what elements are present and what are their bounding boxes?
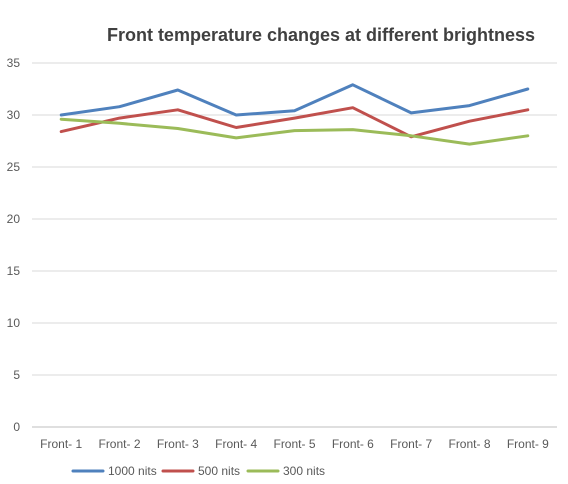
x-tick-label: Front- 9 [507,437,549,451]
x-axis-ticks: Front- 1 Front- 2 Front- 3 Front- 4 Front- 5… [40,437,549,451]
x-tick-label: Front- 4 [215,437,257,451]
series-line-2 [59,106,530,139]
x-tick-label: Front- 5 [273,437,315,451]
y-tick-label: 30 [7,108,21,122]
y-tick-label: 10 [7,316,21,330]
x-tick-label: Front- 6 [332,437,374,451]
y-tick-label: 15 [7,264,21,278]
gridlines [32,62,557,428]
chart-title: Front temperature changes at different b… [107,25,535,45]
legend-label: 300 nits [283,464,325,478]
legend-label: 1000 nits [108,464,157,478]
legend: 1000 nits 500 nits 300 nits [71,464,325,478]
x-tick-label: Front- 3 [157,437,199,451]
x-tick-label: Front- 7 [390,437,432,451]
series-lines [59,83,530,146]
y-tick-label: 25 [7,160,21,174]
y-axis-ticks: 0 5 10 15 20 25 30 35 [7,56,21,434]
y-tick-label: 0 [13,420,20,434]
y-tick-label: 5 [13,368,20,382]
y-tick-label: 20 [7,212,21,226]
x-tick-label: Front- 2 [98,437,140,451]
x-tick-label: Front- 8 [448,437,490,451]
y-tick-label: 35 [7,56,21,70]
series-line-1 [59,83,530,117]
x-tick-label: Front- 1 [40,437,82,451]
legend-label: 500 nits [198,464,240,478]
